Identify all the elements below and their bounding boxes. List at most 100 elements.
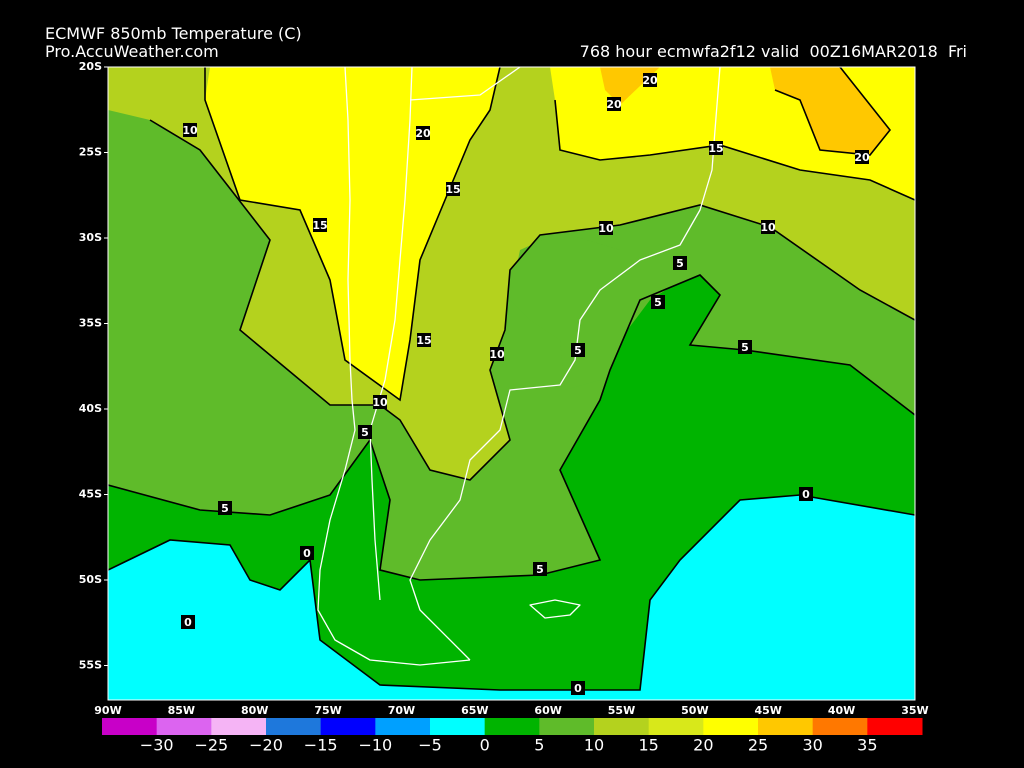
contour-label-box (571, 681, 585, 695)
band-15-20-west (205, 67, 500, 400)
colorbar-segment (758, 718, 814, 735)
lon-label: 80W (241, 704, 268, 717)
contour-label-box (643, 73, 657, 87)
colorbar-segment (594, 718, 650, 735)
run-info: 768 hour ecmwfa2f12 valid 00Z16MAR2018 F… (580, 42, 967, 61)
colorbar-segment (266, 718, 322, 735)
colorbar-segment (375, 718, 431, 735)
contour-label-box (651, 295, 665, 309)
lat-label: 55S (79, 659, 102, 672)
contour-label-box (533, 562, 547, 576)
colorbar-segment (484, 718, 540, 735)
colorbar-label: 5 (534, 736, 544, 755)
contour-label-box (673, 256, 687, 270)
colorbar-label: 30 (802, 736, 822, 755)
contour-label: 0 (802, 488, 810, 501)
contour-label: 20 (642, 74, 658, 87)
contour-label: 20 (854, 151, 870, 164)
falklands (529, 599, 581, 619)
contour-label: 5 (574, 344, 582, 357)
lon-label: 35W (901, 704, 928, 717)
lon-label: 75W (314, 704, 341, 717)
contour-label-box (416, 126, 430, 140)
contour-label-box (373, 395, 387, 409)
contour-15-west (204, 67, 501, 402)
contour-label: 15 (708, 142, 723, 155)
contour-label-box (446, 182, 460, 196)
colorbar-segment (102, 718, 158, 735)
contour-10-west (149, 119, 915, 481)
colorbar-segment (648, 718, 704, 735)
contour-20 (774, 67, 892, 156)
lon-label: 70W (388, 704, 415, 717)
contour-label: 0 (184, 616, 192, 629)
title: ECMWF 850mb Temperature (C) (45, 24, 302, 43)
contour-label-box (709, 141, 723, 155)
colorbar-segment (867, 718, 923, 735)
colorbar-label: −5 (418, 736, 442, 755)
contour-label: 5 (536, 563, 544, 576)
contour-label-box (738, 340, 752, 354)
band-20-25 (770, 67, 890, 155)
contour-label-box (599, 221, 613, 235)
colorbar-label: 0 (480, 736, 490, 755)
contour-label: 0 (574, 682, 582, 695)
band-5-10-east (510, 232, 690, 390)
coastline-west (317, 67, 471, 666)
contour-label: 5 (221, 502, 229, 515)
contour-label: 15 (445, 183, 460, 196)
lon-label: 60W (534, 704, 561, 717)
map-panel (108, 67, 915, 700)
contour-label-box (218, 501, 232, 515)
contour-label: 5 (741, 341, 749, 354)
lat-label: 20S (79, 60, 102, 73)
coastline-east (409, 67, 721, 661)
map-frame (107, 66, 916, 701)
colorbar-segment (539, 718, 595, 735)
contour-label: 0 (303, 547, 311, 560)
contour-label-box (490, 347, 504, 361)
contour-label-box (183, 123, 197, 137)
contour-label: 5 (654, 296, 662, 309)
lon-label: 45W (755, 704, 782, 717)
lon-label: 65W (461, 704, 488, 717)
labels: 20S 25S 30S 35S 40S 45S 50S 55S 90W 85W 80W 75W 70W 6… (79, 60, 929, 755)
contour-label-box (761, 220, 775, 234)
lat-label: 25S (79, 146, 102, 159)
contour-label: 20 (415, 127, 431, 140)
colorbar-label: −15 (304, 736, 338, 755)
contour-label: 5 (361, 426, 369, 439)
colorbar-label: −20 (249, 736, 283, 755)
colorbar-segment (430, 718, 486, 735)
lat-label: 30S (79, 231, 102, 244)
contour-label-box (571, 343, 585, 357)
colorbar-segment (156, 718, 212, 735)
contour-label: 10 (598, 222, 614, 235)
border-north (409, 67, 521, 101)
contour-5 (108, 274, 915, 581)
contour-label: 10 (760, 221, 776, 234)
contour-label-box (358, 425, 372, 439)
colorbar-label: 10 (584, 736, 604, 755)
contour-label-box (855, 150, 869, 164)
contour-label-box (300, 546, 314, 560)
lat-label: 50S (79, 573, 102, 586)
band-below-0-east (870, 555, 915, 640)
contour-label: 10 (372, 396, 388, 409)
colorbar-segment (320, 718, 376, 735)
colorbar-label: 25 (748, 736, 768, 755)
colorbar-label: −30 (140, 736, 174, 755)
lon-label: 40W (828, 704, 855, 717)
contour-15-east (554, 99, 915, 201)
colorbar-segment (703, 718, 759, 735)
colorbar-label: −10 (358, 736, 392, 755)
source: Pro.AccuWeather.com (45, 42, 219, 61)
colorbar-label: 20 (693, 736, 713, 755)
contour-label-box (417, 333, 431, 347)
contour-label-box (799, 487, 813, 501)
lat-label: 35S (79, 317, 102, 330)
lon-label: 85W (168, 704, 195, 717)
colorbar-label: 15 (638, 736, 658, 755)
